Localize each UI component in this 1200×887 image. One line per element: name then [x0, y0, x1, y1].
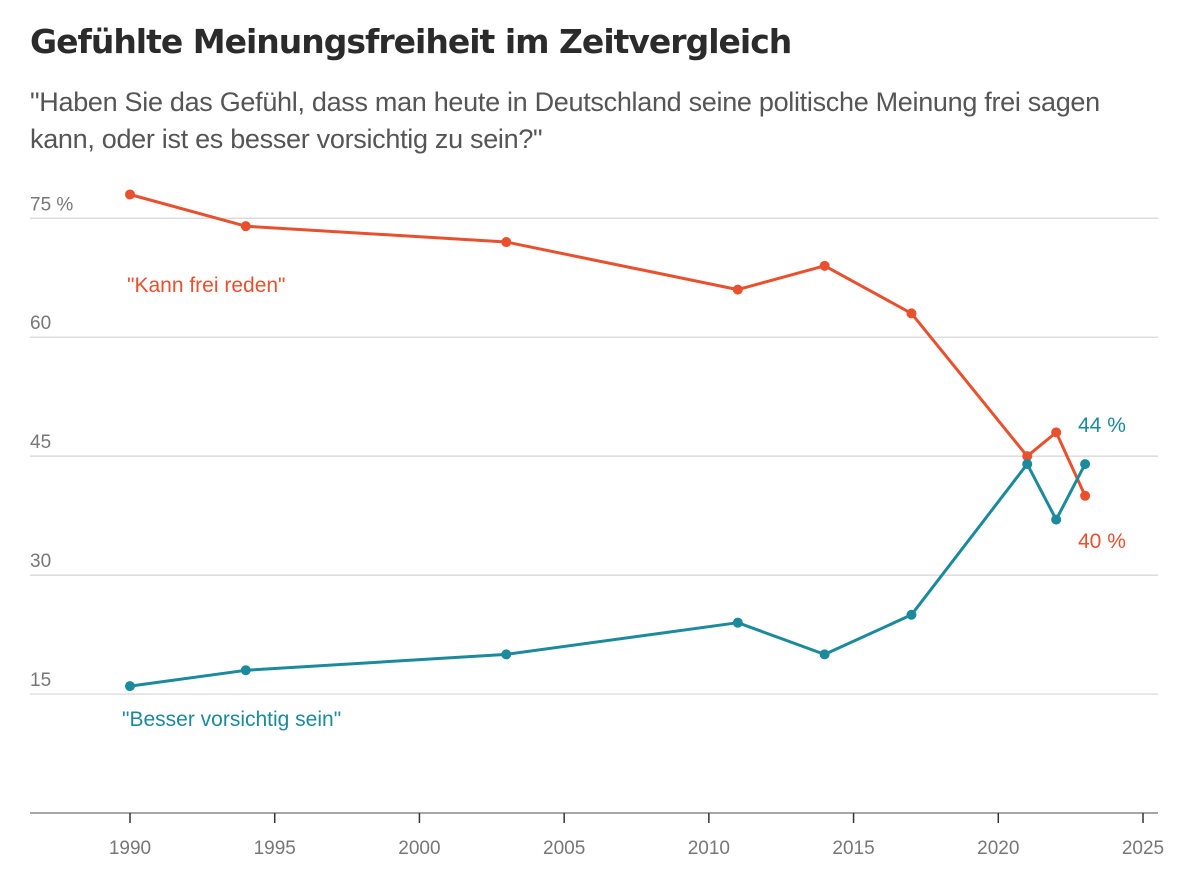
- y-tick-label: 15: [30, 670, 51, 691]
- data-point: [1051, 427, 1062, 438]
- data-point: [125, 189, 135, 200]
- annotations: "Kann frei reden" "Besser vorsichtig sei…: [122, 274, 1126, 731]
- data-point: [819, 260, 830, 271]
- end-label-besser-vorsichtig: 44 %: [1078, 414, 1126, 437]
- data-point: [906, 308, 917, 319]
- x-tick-label: 1995: [254, 838, 296, 859]
- y-axis: 15 30 45 60 75 %: [30, 194, 73, 691]
- x-tick-label: 2005: [543, 838, 585, 859]
- series: [125, 189, 1091, 692]
- data-point: [125, 681, 135, 692]
- data-point: [240, 665, 251, 676]
- x-tick-label: 2025: [1122, 838, 1164, 859]
- chart-subtitle: "Haben Sie das Gefühl, dass man heute in…: [30, 87, 1100, 154]
- series-line-kann-frei-reden: [128, 193, 1087, 498]
- series-label-kann-frei-reden: "Kann frei reden": [127, 274, 286, 297]
- data-point: [732, 284, 743, 295]
- data-point: [1080, 490, 1091, 501]
- data-point: [732, 617, 743, 628]
- data-point: [240, 221, 251, 232]
- x-tick-label: 2020: [977, 838, 1019, 859]
- y-tick-label: 75 %: [30, 194, 73, 215]
- data-point: [1022, 459, 1033, 470]
- data-point: [1022, 451, 1033, 462]
- data-point: [906, 609, 917, 620]
- y-tick-label: 30: [30, 551, 51, 572]
- data-point: [819, 649, 830, 660]
- y-tick-label: 45: [30, 432, 51, 453]
- series-label-besser-vorsichtig: "Besser vorsichtig sein": [122, 708, 341, 731]
- x-tick-label: 2000: [398, 838, 440, 859]
- data-point: [1080, 459, 1091, 470]
- y-tick-label: 60: [30, 313, 51, 334]
- data-point: [501, 649, 512, 660]
- x-tick-label: 2015: [832, 838, 874, 859]
- x-axis: 1990 1995 2000 2005 2010 2015 2020 2025: [30, 812, 1164, 859]
- x-tick-label: 1990: [109, 838, 151, 859]
- chart-title: Gefühlte Meinungsfreiheit im Zeitverglei…: [30, 22, 792, 61]
- data-point: [1051, 514, 1062, 525]
- data-point: [501, 237, 512, 248]
- x-tick-label: 2010: [688, 838, 730, 859]
- end-label-kann-frei-reden: 40 %: [1078, 530, 1126, 553]
